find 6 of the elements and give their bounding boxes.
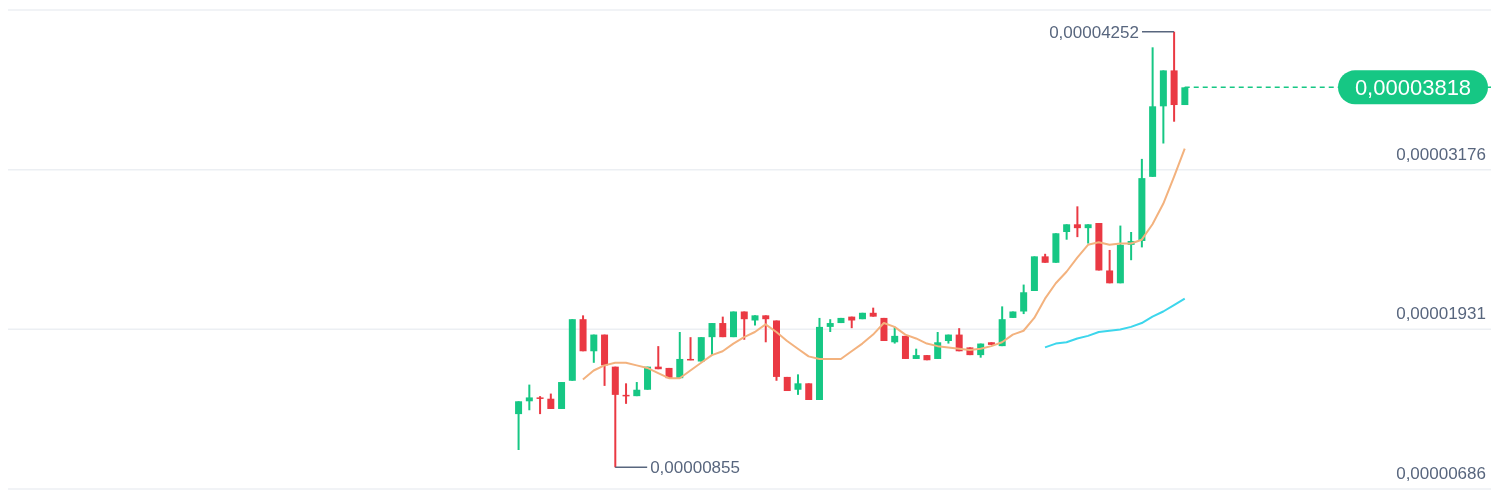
ref-line-label: 0,00003818 — [1354, 75, 1472, 101]
y-tick-label: 0,00000686 — [1396, 464, 1486, 483]
y-tick-label: 0,00001931 — [1396, 304, 1486, 324]
annotation: 0,00004252 — [1049, 22, 1139, 42]
y-tick-label: 0,00003176 — [1396, 144, 1486, 164]
annotation: 0,00000855 — [650, 458, 740, 478]
